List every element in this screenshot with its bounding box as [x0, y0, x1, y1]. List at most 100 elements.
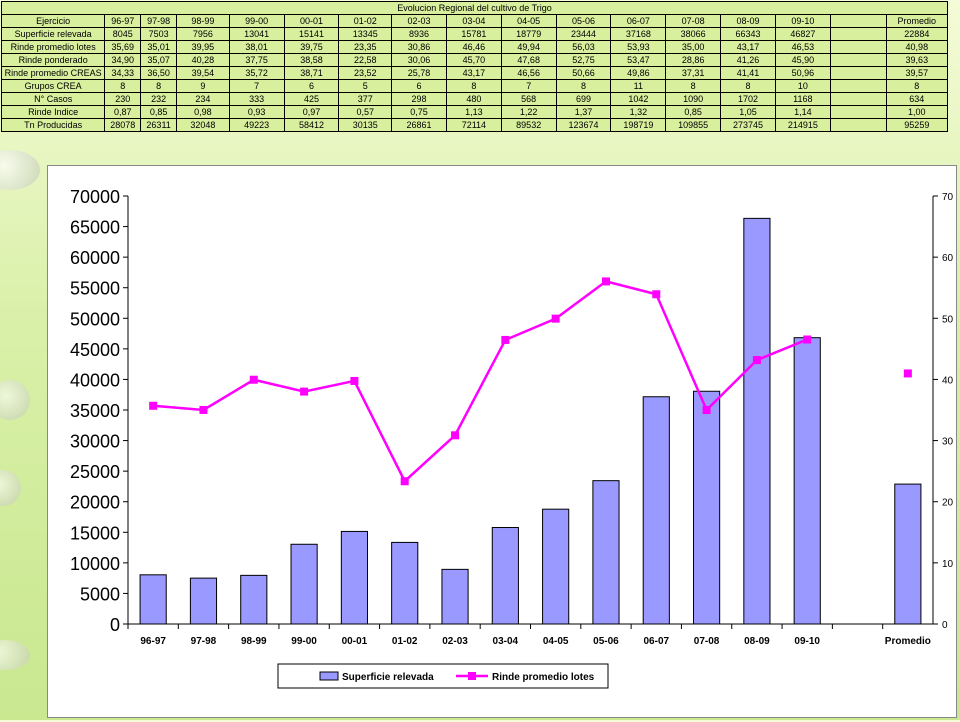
table-cell: 39,95: [176, 40, 230, 54]
table-cell: 43,17: [720, 40, 776, 54]
table-cell: 377: [338, 92, 393, 106]
table-cell: 10: [774, 79, 831, 93]
table-cell: 43,17: [445, 66, 502, 80]
table-cell: 0,93: [228, 105, 285, 119]
row-label: Rinde promedio CREAS: [0, 66, 106, 80]
left-axis-tick-label: 10000: [70, 554, 120, 574]
line-point-marker: [249, 375, 258, 384]
line-point-marker: [551, 314, 560, 323]
table-cell: 7503: [140, 27, 178, 41]
row-label: Rinde Indice: [0, 105, 106, 119]
table-cell: 1,22: [500, 105, 557, 119]
table-cell: 35,00: [665, 40, 722, 54]
table-cell: 49,86: [610, 66, 667, 80]
column-header: 09-10: [774, 14, 831, 28]
table-cell: 30,86: [391, 40, 447, 54]
table-cell: 72114: [445, 118, 502, 132]
bar: [743, 217, 771, 625]
background-decoration: [0, 470, 21, 506]
table-cell: 26311: [140, 118, 178, 132]
line-point-marker: [149, 401, 158, 410]
table-cell: 0,85: [140, 105, 178, 119]
table-cell: 1042: [610, 92, 667, 106]
bar: [592, 480, 620, 625]
line-point-marker: [400, 477, 409, 486]
table-cell: 8045: [104, 27, 142, 41]
table-cell: 32048: [176, 118, 230, 132]
table-cell: 40,98: [885, 40, 949, 54]
table-row: Superficie relevada 8045 7503 7956 13041 1514…: [0, 27, 949, 41]
bar: [240, 574, 268, 625]
table-cell: 230: [104, 92, 142, 106]
table-cell: 41,26: [720, 53, 776, 67]
x-axis-tick-label: 02-03: [442, 636, 468, 647]
line-point-marker: [903, 369, 912, 378]
table-cell: [829, 27, 887, 41]
column-header: 05-06: [555, 14, 612, 28]
table-cell: 37,75: [228, 53, 285, 67]
table-cell: 50,96: [774, 66, 831, 80]
bar: [189, 577, 218, 625]
table-cell: 0,75: [391, 105, 447, 119]
table-cell: 5: [338, 79, 393, 93]
table-cell: 333: [228, 92, 285, 106]
table-cell: 8: [140, 79, 178, 93]
bar: [441, 568, 469, 625]
table-cell: 35,72: [228, 66, 285, 80]
x-axis-tick-label: 07-08: [694, 636, 720, 647]
table-cell: 8: [445, 79, 502, 93]
table-cell: 22,58: [338, 53, 393, 67]
row-label: Rinde promedio lotes: [0, 40, 106, 54]
column-header: 01-02: [338, 14, 393, 28]
column-header: 02-03: [391, 14, 447, 28]
bar: [139, 574, 167, 625]
x-axis-tick-label: 01-02: [392, 636, 418, 647]
line-point-marker: [652, 290, 661, 299]
left-axis-tick-label: 65000: [70, 218, 120, 238]
row-label: Tn Producidas: [0, 118, 106, 132]
table-cell: 45,70: [445, 53, 502, 67]
table-cell: 26861: [391, 118, 447, 132]
table-cell: 49223: [228, 118, 285, 132]
table-cell: 0,98: [176, 105, 230, 119]
x-axis-tick-label: 96-97: [140, 636, 166, 647]
x-axis-tick-label: 09-10: [794, 636, 820, 647]
column-header-label: Ejercicio: [0, 14, 106, 28]
right-axis-tick-label: 60: [942, 253, 954, 264]
table-cell: 699: [555, 92, 612, 106]
right-axis-tick-label: 50: [942, 314, 954, 325]
legend-line-marker: [468, 672, 476, 680]
table-cell: 480: [445, 92, 502, 106]
bar: [693, 390, 721, 625]
table-cell: 23,35: [338, 40, 393, 54]
table-cell: 1,13: [445, 105, 502, 119]
table-cell: 123674: [555, 118, 612, 132]
combo-chart: 0500010000150002000025000300003500040000…: [70, 187, 954, 689]
table-cell: 22884: [885, 27, 949, 41]
x-axis-tick-label: 97-98: [191, 636, 217, 647]
data-table: Evolucion Regional del cultivo de Trigo …: [0, 1, 949, 132]
table-cell: 39,57: [885, 66, 949, 80]
column-header: 97-98: [140, 14, 178, 28]
table-cell: 13041: [228, 27, 285, 41]
table-cell: 1090: [665, 92, 722, 106]
column-header: 08-09: [720, 14, 776, 28]
bar: [542, 508, 570, 625]
right-axis-tick-label: 20: [942, 498, 954, 509]
table-cell: 15141: [283, 27, 340, 41]
right-axis-tick-label: 10: [942, 559, 954, 570]
table-cell: 8936: [391, 27, 447, 41]
table-cell: 39,63: [885, 53, 949, 67]
table-cell: 7956: [176, 27, 230, 41]
table-cell: 66343: [720, 27, 776, 41]
table-cell: 0,97: [283, 105, 340, 119]
column-header: 06-07: [610, 14, 667, 28]
column-header: 04-05: [500, 14, 557, 28]
line-point-marker: [199, 405, 208, 414]
table-cell: 0,57: [338, 105, 393, 119]
right-axis-tick-label: 0: [942, 620, 948, 631]
bar: [491, 527, 519, 625]
table-cell: 214915: [774, 118, 831, 132]
table-cell: 37168: [610, 27, 667, 41]
row-label: Rinde ponderado: [0, 53, 106, 67]
